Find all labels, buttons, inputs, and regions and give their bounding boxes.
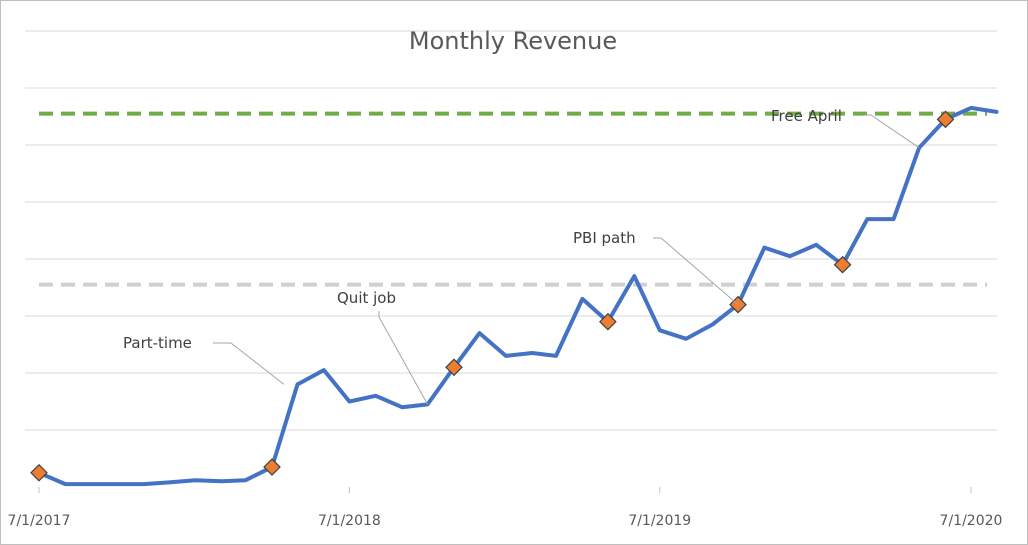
chart-title: Monthly Revenue [409, 27, 617, 55]
series-layer [37, 105, 999, 487]
reference-lines [39, 111, 987, 287]
diamond-marker [936, 110, 955, 129]
x-axis-ticks: 7/1/2017 7/1/2018 7/1/2019 7/1/2020 [8, 487, 1003, 529]
x-tick-label: 7/1/2019 [628, 513, 691, 529]
annotations-layer: Part-time Quit job PBI path Free April [123, 107, 920, 405]
diamond-marker [30, 463, 48, 482]
annotation-label: PBI path [573, 229, 636, 247]
revenue-line [37, 105, 999, 487]
annotation-label: Free April [771, 107, 842, 125]
annotation-leader-line [213, 342, 285, 385]
annotation-label: Quit job [337, 289, 396, 307]
annotation-leader-line [653, 237, 739, 305]
x-tick-label: 7/1/2020 [940, 513, 1003, 529]
annotation-leader-line [864, 114, 920, 149]
markers-layer [30, 110, 955, 482]
diamond-marker [833, 255, 852, 274]
x-tick-label: 7/1/2017 [8, 513, 71, 529]
diamond-marker [599, 312, 617, 331]
annotation-label: Part-time [123, 334, 192, 352]
gridlines [25, 30, 997, 431]
annotation-leader-line [378, 311, 429, 405]
x-tick-label: 7/1/2018 [318, 513, 381, 529]
diamond-marker [263, 458, 281, 476]
diamond-marker [445, 358, 463, 377]
